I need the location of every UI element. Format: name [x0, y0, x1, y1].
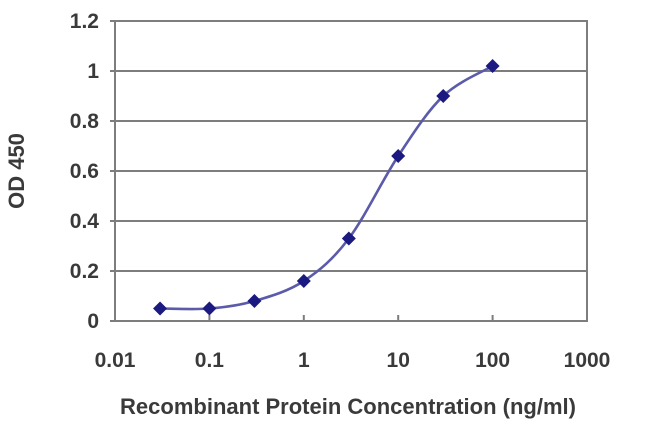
data-point-marker: [296, 274, 311, 288]
x-tick-label: 10: [387, 349, 410, 372]
x-tick-label: 1: [298, 349, 310, 372]
data-point-marker: [153, 301, 168, 316]
y-tick-label: 0.6: [70, 160, 99, 183]
x-axis-title: Recombinant Protein Concentration (ng/ml…: [120, 394, 576, 419]
data-point-marker: [247, 294, 262, 308]
x-tick-label: 1000: [564, 349, 611, 372]
y-tick-label: 1: [87, 60, 99, 83]
curve-line: [158, 64, 494, 311]
data-point-marker: [436, 89, 451, 103]
tick-layer: [110, 20, 494, 322]
x-tick-label: 0.1: [195, 349, 225, 372]
y-axis-title: OD 450: [4, 133, 29, 209]
series-layer: [153, 59, 500, 316]
data-point-marker: [485, 59, 500, 73]
y-tick-label: 0: [87, 310, 99, 333]
data-point-marker: [391, 149, 406, 163]
x-tick-label: 100: [475, 349, 510, 372]
x-tick-label: 0.01: [95, 349, 136, 372]
y-tick-label: 0.8: [70, 110, 100, 133]
data-point-marker: [341, 231, 356, 246]
grid-layer: [114, 20, 588, 322]
tick-label-layer: 0.01 0.1 1 10 100 1000 0 0.2 0.4 0.6 0.8 1 1.2: [70, 10, 611, 372]
data-point-marker: [202, 301, 217, 316]
y-tick-label: 0.4: [70, 210, 100, 233]
y-tick-label: 0.2: [70, 260, 99, 283]
y-tick-label: 1.2: [70, 10, 99, 33]
